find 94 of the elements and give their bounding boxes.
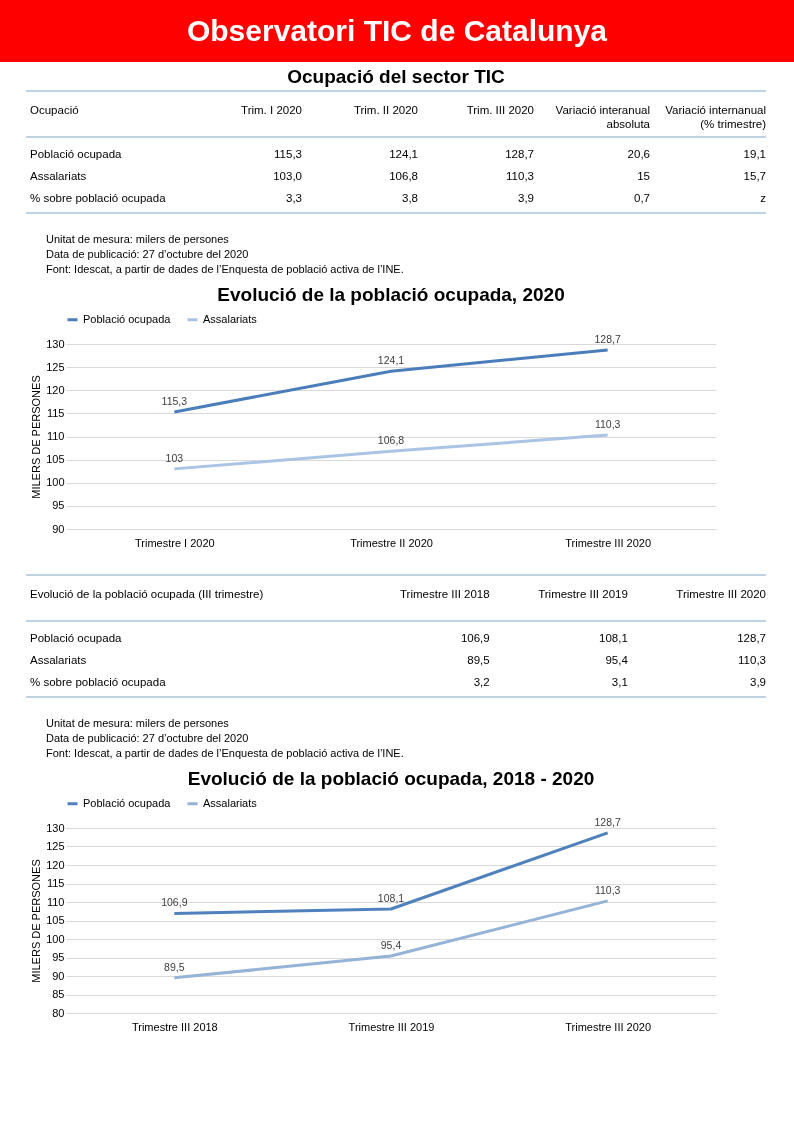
y-tick-label: 95 (52, 951, 65, 963)
text: z (760, 192, 766, 204)
y-tick-label: 125 (46, 360, 65, 373)
text: 15 (637, 170, 650, 182)
category-label: % sobre població ocupada (30, 676, 166, 688)
text: Observatori TIC de Catalunya (0, 0, 794, 62)
category-label: Trimestre III 2019 (538, 588, 628, 600)
text: 95,4 (605, 654, 628, 666)
text: Evolució de la població ocupada (III trimestre) (30, 588, 264, 600)
y-tick-label: 100 (46, 476, 65, 489)
y-tick-label: 130 (46, 821, 65, 834)
text: Data de publicació: 27 d’octubre del 2020 (46, 247, 250, 262)
legend-label: Assalariats (203, 312, 258, 325)
y-tick-label: 80 (52, 1006, 65, 1019)
text: 108,1 (599, 632, 628, 644)
data-label: 128,7 (594, 333, 621, 346)
y-tick-label: 95 (52, 499, 65, 512)
chart-title: Evolució de la població ocupada, 2018 - 2020 (187, 768, 595, 789)
legend-label: Població ocupada (83, 796, 172, 809)
y-tick-label: 100 (46, 932, 65, 945)
text: Ocupació (30, 104, 79, 116)
y-tick-label: 115 (46, 877, 65, 889)
text: 3,3 (286, 192, 302, 204)
x-tick-label: Trimestre III 2020 (565, 1020, 652, 1033)
data-label: 103 (165, 451, 184, 464)
x-tick-label: Trimestre III 2019 (348, 1020, 435, 1033)
y-tick-label: 85 (52, 988, 65, 1000)
text: Ocupació del sector TIC (287, 65, 506, 87)
text: 15,7 (743, 170, 766, 182)
data-label: 128,7 (594, 815, 621, 828)
data-label: 89,5 (164, 960, 185, 973)
category-label: Població ocupada (30, 632, 122, 644)
data-label: 110,3 (594, 883, 621, 896)
data-label: 110,3 (594, 418, 621, 431)
category-label: Trimestre III 2018 (399, 588, 490, 600)
y-tick-label: 105 (46, 453, 65, 466)
text: 128,7 (505, 148, 534, 160)
category-label: Trimestre III 2020 (676, 588, 766, 600)
category-label: % sobre població ocupada (30, 192, 166, 204)
text: 20,6 (627, 148, 650, 160)
text: Unitat de mesura: milers de persones (46, 232, 230, 247)
x-tick-label: Trimestre II 2020 (350, 536, 433, 549)
data-label: 106,9 (161, 896, 188, 909)
y-axis-title: MILERS DE PERSONES (30, 859, 43, 983)
y-axis-title: MILERS DE PERSONES (30, 375, 43, 499)
category-label: Trim. I 2020 (241, 104, 302, 116)
y-tick-label: 90 (52, 522, 65, 535)
category-label: Trim. II 2020 (353, 104, 418, 116)
text: 0,7 (634, 192, 650, 204)
y-tick-label: 125 (46, 840, 65, 852)
data-label: 108,1 (377, 892, 405, 905)
category-label: Assalariats (30, 654, 87, 666)
x-tick-label: Trimestre III 2020 (565, 536, 652, 549)
y-tick-label: 105 (46, 914, 65, 926)
text: 19,1 (743, 148, 766, 160)
text: 106,8 (389, 170, 418, 182)
text: Font: Idescat, a partir de dades de l’Enquesta de població activa de l’INE. (46, 746, 405, 761)
y-tick-label: 130 (46, 337, 65, 350)
text: 110,3 (506, 170, 534, 182)
text: Unitat de mesura: milers de persones (46, 716, 230, 731)
text: 110,3 (738, 654, 766, 666)
text: Data de publicació: 27 d’octubre del 2020 (46, 731, 250, 746)
text: 103,0 (273, 170, 302, 182)
chart-title: Evolució de la població ocupada, 2020 (217, 284, 565, 305)
text: 106,9 (460, 632, 490, 644)
text: 124,1 (389, 148, 418, 160)
category-label: Variació internanual (% trimestre) (665, 104, 767, 130)
data-label: 124,1 (377, 354, 405, 367)
legend-label: Assalariats (203, 796, 258, 809)
text: 3,9 (750, 676, 766, 688)
text: Font: Idescat, a partir de dades de l’Enquesta de població activa de l’INE. (46, 262, 405, 277)
category-label: Població ocupada (30, 148, 122, 160)
y-tick-label: 120 (46, 858, 65, 871)
text: 3,8 (402, 192, 418, 204)
data-label: 115,3 (161, 394, 188, 407)
x-tick-label: Trimestre I 2020 (134, 536, 215, 549)
text: 128,7 (737, 632, 766, 644)
text: 3,1 (611, 676, 628, 688)
text: 115,3 (274, 148, 302, 160)
text: 89,5 (467, 654, 490, 666)
text: 3,2 (473, 676, 490, 688)
text: 3,9 (518, 192, 534, 204)
y-tick-label: 110 (46, 895, 65, 908)
category-label: Variació interanual absoluta (555, 104, 651, 130)
y-tick-label: 120 (46, 383, 65, 396)
category-label: Assalariats (30, 170, 87, 182)
data-label: 106,8 (377, 434, 405, 447)
y-tick-label: 90 (52, 969, 65, 982)
data-label: 95,4 (380, 939, 402, 952)
legend-label: Població ocupada (83, 312, 172, 325)
x-tick-label: Trimestre III 2018 (131, 1020, 218, 1033)
y-tick-label: 110 (46, 430, 65, 442)
y-tick-label: 115 (46, 406, 65, 419)
category-label: Trim. III 2020 (466, 104, 534, 116)
